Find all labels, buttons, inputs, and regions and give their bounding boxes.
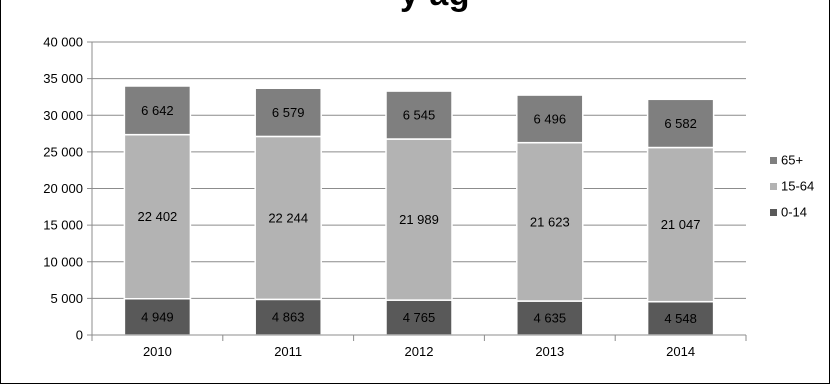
bar-segment xyxy=(516,94,584,144)
x-tick-label: 2013 xyxy=(535,344,564,359)
legend: 65+ 15-64 0-14 xyxy=(770,153,814,220)
y-tick-label: 20 000 xyxy=(43,181,83,196)
y-tick-label: 25 000 xyxy=(43,144,83,159)
bars xyxy=(123,85,715,336)
data-label: 4 765 xyxy=(403,310,436,325)
legend-swatch xyxy=(770,157,777,164)
data-label: 6 579 xyxy=(272,105,305,120)
data-label: 21 047 xyxy=(661,217,701,232)
y-tick-label: 30 000 xyxy=(43,108,83,123)
x-tick-label: 2011 xyxy=(274,344,302,359)
data-label: 6 545 xyxy=(403,108,436,123)
x-tick-label: 2014 xyxy=(666,344,695,359)
legend-label: 0-14 xyxy=(781,205,807,220)
data-label: 6 642 xyxy=(141,103,174,118)
y-tick-label: 10 000 xyxy=(43,254,83,269)
y-tick-label: 0 xyxy=(76,328,83,343)
data-label: 4 863 xyxy=(272,310,305,325)
data-labels: 4 949 22 402 6 642 4 863 22 244 6 579 4 765 21 … xyxy=(138,103,701,326)
bar-segment xyxy=(646,146,715,303)
legend-label: 15-64 xyxy=(781,179,814,194)
bar-segment xyxy=(385,90,453,140)
data-label: 6 496 xyxy=(534,111,567,126)
y-tick-label: 40 000 xyxy=(43,35,83,50)
data-label: 6 582 xyxy=(664,116,697,131)
bar-segment xyxy=(646,98,715,149)
x-tick-label: 2010 xyxy=(143,344,172,359)
x-tick-label: 2012 xyxy=(405,344,434,359)
data-label: 21 989 xyxy=(399,212,439,227)
data-label: 21 623 xyxy=(530,214,570,229)
data-label: 4 548 xyxy=(664,311,697,326)
data-label: 4 635 xyxy=(534,311,567,326)
legend-swatch xyxy=(770,209,777,216)
y-axis-ticks: 0 5 000 10 000 15 000 20 000 25 000 30 000 35 0… xyxy=(43,35,93,343)
x-axis: 2010 2011 2012 2013 2014 xyxy=(91,334,747,359)
y-tick-label: 5 000 xyxy=(50,291,83,306)
bar-segment xyxy=(516,141,584,302)
data-label: 22 244 xyxy=(268,210,308,225)
y-tick-label: 15 000 xyxy=(43,218,83,233)
bar-segment xyxy=(254,135,322,301)
bar-segment xyxy=(123,85,192,136)
y-tick-label: 35 000 xyxy=(43,71,83,86)
legend-label: 65+ xyxy=(781,153,803,168)
data-label: 22 402 xyxy=(138,209,178,224)
bar-segment xyxy=(385,138,453,301)
data-label: 4 949 xyxy=(141,309,174,324)
legend-swatch xyxy=(770,183,777,190)
chart-title: y ag xyxy=(400,0,470,14)
bar-segment xyxy=(254,87,322,138)
